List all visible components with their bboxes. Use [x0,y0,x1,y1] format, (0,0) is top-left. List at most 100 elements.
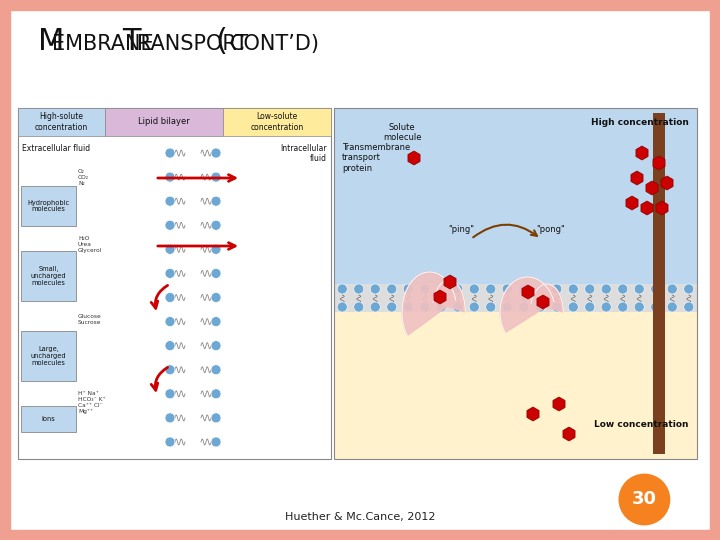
Circle shape [165,316,175,327]
Text: Low-solute
concentration: Low-solute concentration [251,112,304,132]
Bar [334,108,697,459]
Text: H⁺ Na⁺
HCO₃⁻ K⁺
Ca⁺⁺ Cl⁻
Mg⁺⁺: H⁺ Na⁺ HCO₃⁻ K⁺ Ca⁺⁺ Cl⁻ Mg⁺⁺ [78,391,106,414]
Text: Lipid bilayer: Lipid bilayer [138,118,190,126]
Circle shape [420,284,430,294]
Circle shape [165,268,175,279]
Circle shape [535,302,545,312]
Circle shape [634,284,644,294]
Text: 30: 30 [632,490,657,509]
Text: High concentration: High concentration [591,118,689,127]
Circle shape [165,413,175,423]
Circle shape [535,284,545,294]
Circle shape [211,244,221,254]
Text: Intracellular
fluid: Intracellular fluid [280,144,327,164]
Circle shape [503,284,512,294]
Bar [223,108,331,136]
Circle shape [667,302,678,312]
Circle shape [165,220,175,230]
Circle shape [370,284,380,294]
Text: Transmembrane
transport
protein: Transmembrane transport protein [342,143,410,173]
Circle shape [354,302,364,312]
Text: Solute
molecule: Solute molecule [383,123,421,143]
Circle shape [403,302,413,312]
Circle shape [211,293,221,302]
Circle shape [651,284,661,294]
Circle shape [165,293,175,302]
Circle shape [337,284,347,294]
Circle shape [618,302,628,312]
Circle shape [211,413,221,423]
Bar [0,0,720,10]
Circle shape [634,302,644,312]
Circle shape [684,302,694,312]
Circle shape [436,284,446,294]
Text: Ions: Ions [42,416,55,422]
Text: Small,
uncharged
molecules: Small, uncharged molecules [31,266,66,286]
Text: Huether & Mc.Cance, 2012: Huether & Mc.Cance, 2012 [284,512,436,522]
Circle shape [568,284,578,294]
Bar [21,406,76,432]
Circle shape [568,302,578,312]
Circle shape [518,302,528,312]
Circle shape [211,389,221,399]
Circle shape [211,220,221,230]
Text: "pong": "pong" [536,225,565,234]
Text: T: T [122,27,140,56]
Bar [653,113,665,454]
Bar [710,0,720,540]
Circle shape [387,284,397,294]
Circle shape [436,302,446,312]
Circle shape [585,284,595,294]
Text: H₂O
Urea
Glycerol: H₂O Urea Glycerol [78,236,102,253]
Circle shape [165,244,175,254]
Text: M: M [38,27,64,56]
Text: RANSPORT: RANSPORT [137,34,248,54]
Text: EMBRANE: EMBRANE [53,34,154,54]
Circle shape [601,302,611,312]
Circle shape [403,284,413,294]
Text: "ping": "ping" [448,225,474,234]
Bar [334,284,697,312]
Circle shape [165,172,175,182]
Circle shape [684,284,694,294]
Bar [21,186,76,226]
Circle shape [211,364,221,375]
Text: Glucose
Sucrose: Glucose Sucrose [78,314,102,325]
Circle shape [420,302,430,312]
Circle shape [165,148,175,158]
Bar [0,0,10,540]
Bar [334,312,697,459]
Text: O₂
CO₂
N₂: O₂ CO₂ N₂ [78,169,89,186]
Bar [18,108,105,136]
Text: Extracellular fluid: Extracellular fluid [22,144,90,153]
Circle shape [618,474,670,525]
Circle shape [165,389,175,399]
Circle shape [552,302,562,312]
Circle shape [667,284,678,294]
Bar [105,108,223,136]
Circle shape [211,172,221,182]
Circle shape [453,302,463,312]
Circle shape [211,196,221,206]
Circle shape [601,284,611,294]
Circle shape [165,196,175,206]
Polygon shape [500,277,554,333]
Text: Large,
uncharged
molecules: Large, uncharged molecules [31,346,66,366]
Bar [21,251,76,301]
Circle shape [387,302,397,312]
Circle shape [469,302,480,312]
Bar [0,530,720,540]
Circle shape [211,148,221,158]
Circle shape [211,316,221,327]
Circle shape [518,284,528,294]
Circle shape [337,302,347,312]
Circle shape [503,302,512,312]
Text: Low concentration: Low concentration [595,420,689,429]
Text: (: ( [215,27,227,56]
Polygon shape [531,284,563,312]
Circle shape [552,284,562,294]
Polygon shape [402,272,456,335]
Circle shape [211,341,221,350]
Text: High-solute
concentration: High-solute concentration [35,112,88,132]
Circle shape [651,302,661,312]
